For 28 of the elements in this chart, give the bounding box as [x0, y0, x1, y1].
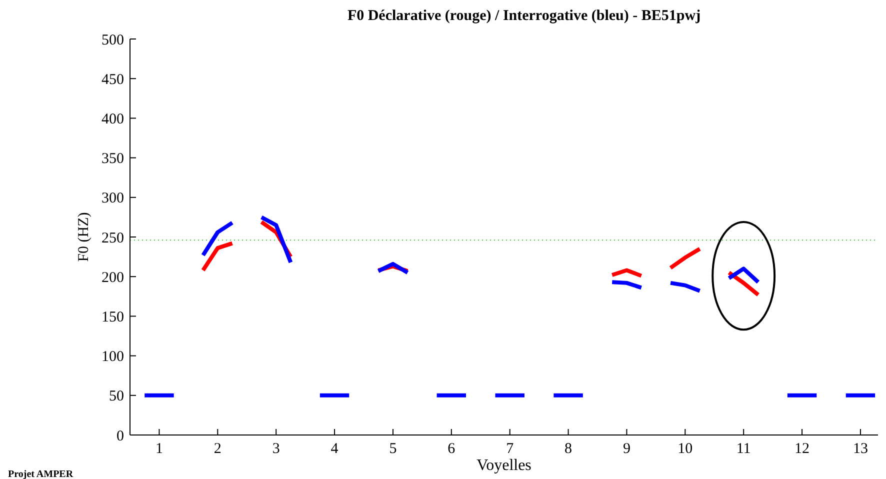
y-tick-label: 250 [102, 230, 124, 246]
x-tick-label: 12 [794, 441, 810, 457]
y-tick-label: 400 [102, 111, 124, 128]
x-axis-title: Voyelles [476, 457, 532, 474]
y-tick-label: 450 [102, 72, 124, 88]
x-tick-label: 11 [736, 441, 751, 457]
x-tick-label: 9 [622, 441, 630, 457]
x-tick-label: 8 [564, 441, 572, 457]
chart-title: F0 Déclarative (rouge) / Interrogative (bleu) - BE51pwj [347, 8, 701, 24]
x-tick-label: 2 [214, 441, 222, 457]
x-tick-label: 5 [389, 441, 397, 457]
x-tick-label: 4 [330, 441, 339, 457]
x-tick-label: 13 [852, 441, 868, 457]
x-tick-label: 10 [678, 441, 693, 457]
x-tick-label: 3 [272, 441, 280, 457]
text: Projet AMPER [8, 469, 74, 479]
y-tick-label: 0 [116, 428, 124, 444]
y-tick-label: 350 [102, 151, 124, 168]
x-tick-label: 1 [155, 441, 163, 457]
x-tick-label: 6 [448, 441, 456, 457]
y-tick-label: 500 [102, 32, 124, 48]
y-tick-label: 100 [102, 349, 124, 366]
y-tick-label: 300 [102, 190, 124, 207]
y-tick-label: 150 [102, 309, 124, 326]
x-tick-label: 7 [506, 441, 514, 457]
y-tick-label: 50 [109, 388, 124, 405]
y-tick-label: 200 [102, 270, 124, 286]
y-axis-title: F0 (HZ) [76, 212, 92, 262]
